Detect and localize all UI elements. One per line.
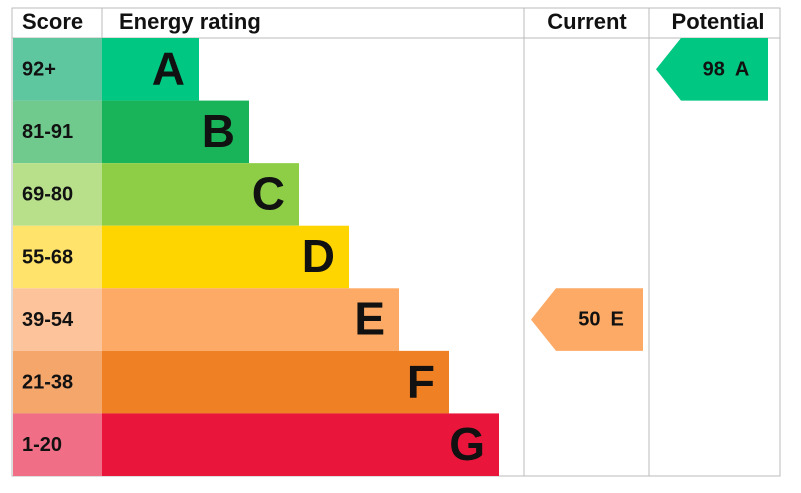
score-cell bbox=[13, 38, 102, 101]
rating-letter: F bbox=[407, 355, 435, 407]
rating-bar bbox=[102, 163, 299, 226]
score-cell bbox=[13, 413, 102, 476]
potential-label: 98 A bbox=[703, 59, 750, 81]
header-current: Current bbox=[547, 9, 627, 34]
score-range: 39-54 bbox=[22, 309, 74, 331]
current-score: 50 bbox=[578, 309, 600, 331]
header-rating: Energy rating bbox=[119, 9, 261, 34]
score-range: 1-20 bbox=[22, 434, 62, 456]
rating-bar bbox=[102, 413, 499, 476]
rating-letter: B bbox=[202, 105, 235, 157]
header-potential: Potential bbox=[672, 9, 765, 34]
rating-bar bbox=[102, 38, 199, 101]
current-label: 50 E bbox=[578, 309, 624, 331]
score-cell bbox=[13, 225, 102, 289]
score-cell bbox=[13, 100, 102, 164]
score-cell bbox=[13, 288, 102, 351]
score-range: 55-68 bbox=[22, 246, 73, 268]
rating-bar bbox=[102, 100, 249, 164]
score-range: 69-80 bbox=[22, 184, 73, 206]
score-cell bbox=[13, 163, 102, 226]
score-range: 21-38 bbox=[22, 371, 73, 393]
potential-arrow bbox=[656, 38, 768, 101]
current-letter: E bbox=[610, 309, 623, 331]
potential-letter: A bbox=[735, 59, 749, 81]
rating-letter: G bbox=[449, 418, 485, 470]
rating-bar bbox=[102, 288, 399, 351]
header-score: Score bbox=[22, 9, 83, 34]
score-range: 92+ bbox=[22, 59, 56, 81]
rating-letter: C bbox=[252, 168, 285, 220]
rating-letter: E bbox=[354, 293, 385, 345]
rating-bar bbox=[102, 350, 449, 414]
rating-letter: D bbox=[302, 230, 335, 282]
rating-bar bbox=[102, 225, 349, 289]
potential-score: 98 bbox=[703, 59, 725, 81]
score-cell bbox=[13, 350, 102, 414]
rating-letter: A bbox=[152, 42, 185, 94]
current-arrow bbox=[531, 288, 643, 351]
score-range: 81-91 bbox=[22, 121, 73, 143]
